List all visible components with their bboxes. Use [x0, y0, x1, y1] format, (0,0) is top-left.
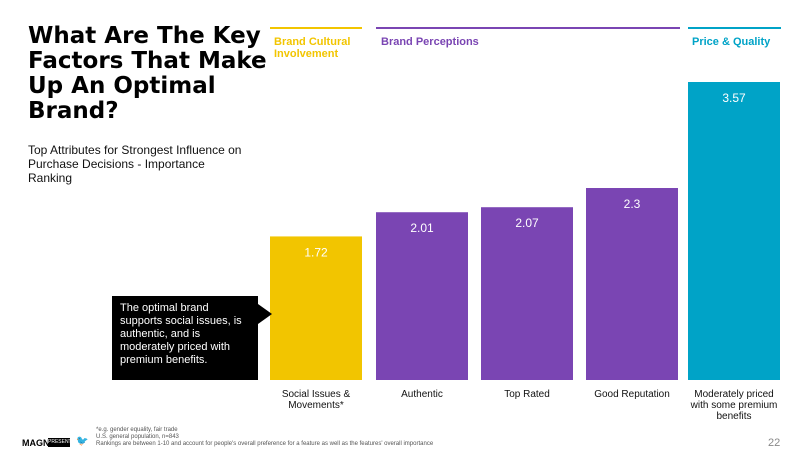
bar-value-label-3: 2.07: [515, 216, 539, 230]
group-label-price: Price & Quality: [692, 36, 771, 48]
group-line-perceptions: [376, 27, 680, 29]
footnote-1: *e.g. gender equality, fair trade: [96, 427, 178, 433]
category-label-5: Moderately priced with some premium benefi…: [690, 389, 778, 422]
callout-arrow: [258, 304, 272, 324]
bar-value-label-2: 2.01: [410, 221, 434, 235]
bar-value-label-4: 2.3: [624, 197, 641, 211]
brand-logo: MAGNA: [22, 438, 56, 448]
bar-3: [481, 207, 573, 380]
category-label-3: Top Rated: [504, 389, 550, 400]
category-label-2: Authentic: [401, 389, 443, 400]
bar-value-label-1: 1.72: [304, 245, 328, 259]
group-line-cultural: [270, 27, 362, 29]
bar-2: [376, 212, 468, 380]
group-line-price: [688, 27, 781, 29]
group-label-cultural: Brand Cultural Involvement: [274, 36, 351, 60]
twitter-icon: 🐦: [76, 436, 89, 447]
chart-subtitle: Top Attributes for Strongest Influence o…: [28, 143, 242, 185]
category-label-4: Good Reputation: [594, 389, 670, 400]
bar-1: [270, 236, 362, 380]
bar-value-label-5: 3.57: [722, 91, 746, 105]
footnote-2: U.S. general population, n=843: [96, 434, 179, 440]
group-label-perceptions: Brand Perceptions: [381, 36, 479, 48]
bar-4: [586, 188, 678, 380]
footnote-3: Rankings are between 1-10 and account fo…: [96, 441, 434, 447]
category-label-1: Social Issues & Movements*: [282, 389, 351, 411]
footnotes: *e.g. gender equality, fair trade U.S. g…: [96, 427, 433, 448]
page-number: 22: [768, 437, 781, 449]
page-title: What Are The Key Factors That Make Up An…: [28, 23, 267, 124]
bar-5: [688, 82, 780, 380]
callout-box: The optimal brand supports social issues…: [112, 296, 258, 380]
partner-logo: PRESENTATION: [48, 438, 87, 447]
